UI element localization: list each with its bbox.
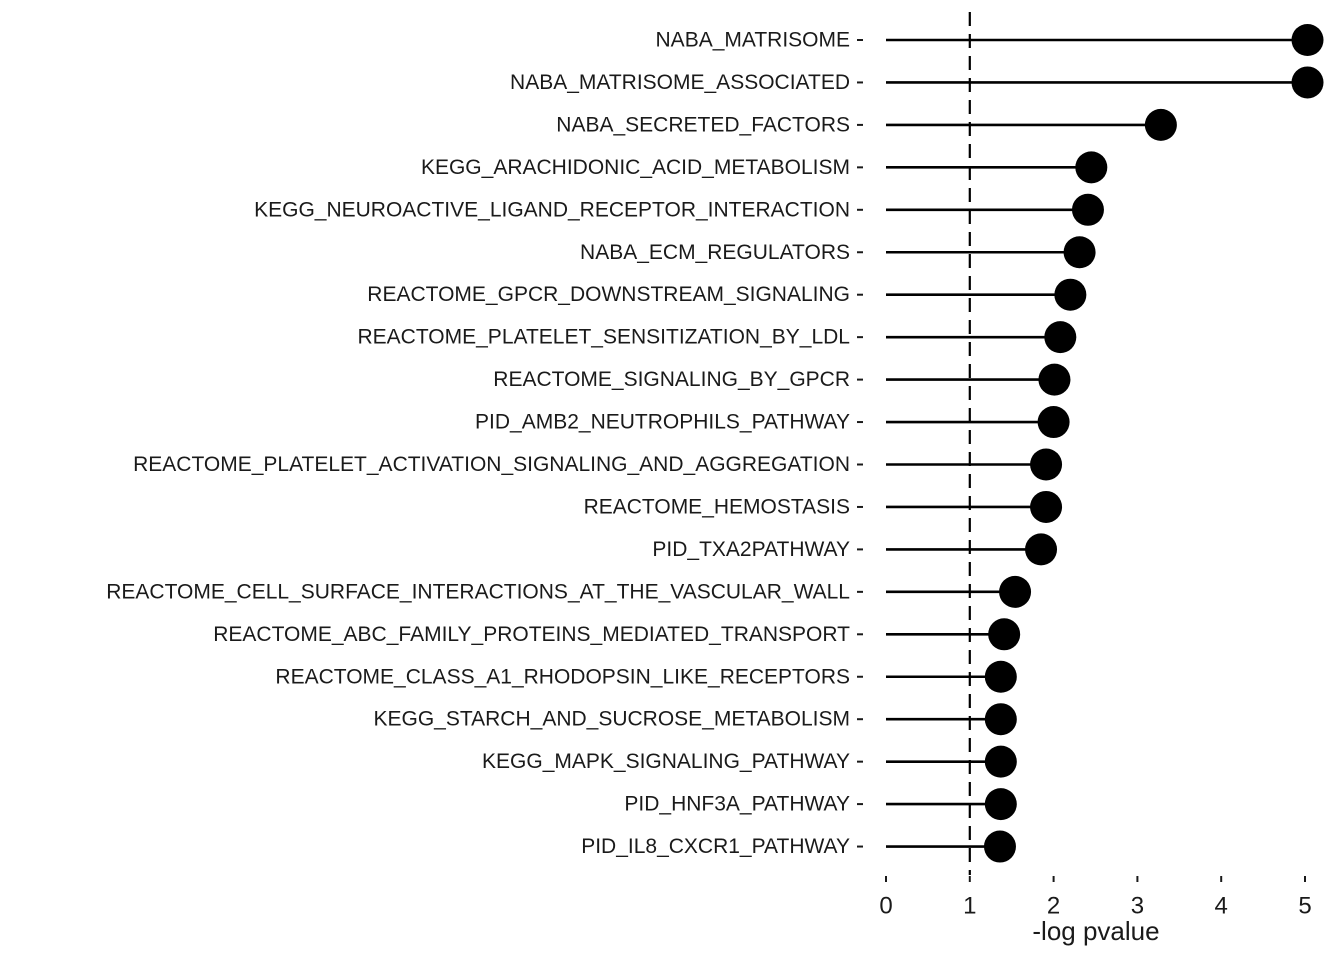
category-label: KEGG_ARACHIDONIC_ACID_METABOLISM	[421, 156, 850, 179]
data-point	[999, 575, 1032, 608]
data-point	[1291, 66, 1324, 99]
category-label: REACTOME_SIGNALING_BY_GPCR	[493, 368, 850, 391]
data-point	[984, 788, 1017, 821]
category-label: REACTOME_CLASS_A1_RHODOPSIN_LIKE_RECEPTO…	[275, 665, 850, 688]
data-point	[988, 618, 1021, 651]
data-point	[1030, 490, 1063, 523]
data-point	[1291, 24, 1324, 56]
y-axis-labels: NABA_MATRISOME NABA_MATRISOME_ASSOCIATED N…	[106, 29, 863, 858]
points-layer	[983, 24, 1324, 863]
x-axis-title: -log pvalue	[1032, 916, 1159, 946]
x-tick-label: 3	[1131, 893, 1144, 920]
category-label: REACTOME_PLATELET_ACTIVATION_SIGNALING_A…	[133, 453, 850, 476]
x-tick-label: 0	[879, 893, 892, 920]
category-label: REACTOME_GPCR_DOWNSTREAM_SIGNALING	[367, 283, 850, 306]
stems-layer	[886, 38, 1308, 848]
data-point	[984, 703, 1017, 736]
data-point	[1075, 151, 1108, 184]
x-tick-label: 5	[1298, 893, 1311, 920]
category-label: PID_TXA2PATHWAY	[652, 538, 850, 561]
category-label: NABA_MATRISOME_ASSOCIATED	[510, 71, 850, 94]
data-point	[983, 830, 1016, 863]
category-label: KEGG_NEUROACTIVE_LIGAND_RECEPTOR_INTERAC…	[254, 198, 850, 221]
category-label: KEGG_MAPK_SIGNALING_PATHWAY	[482, 750, 850, 773]
data-point	[1044, 321, 1077, 354]
category-label: REACTOME_HEMOSTASIS	[584, 495, 850, 518]
category-label: NABA_ECM_REGULATORS	[580, 241, 850, 264]
category-label: REACTOME_CELL_SURFACE_INTERACTIONS_AT_TH…	[106, 580, 850, 603]
category-label: PID_AMB2_NEUTROPHILS_PATHWAY	[475, 411, 850, 434]
data-point	[1038, 363, 1071, 396]
category-label: REACTOME_PLATELET_SENSITIZATION_BY_LDL	[358, 326, 851, 349]
x-axis: 0 1 2 3 4 5	[879, 876, 1312, 920]
data-point	[1054, 278, 1087, 311]
data-point	[1025, 533, 1058, 566]
data-point	[984, 745, 1017, 778]
category-label: PID_IL8_CXCR1_PATHWAY	[581, 835, 850, 858]
data-point	[1063, 236, 1096, 269]
data-point	[1071, 193, 1104, 226]
data-point	[1037, 406, 1070, 439]
data-point	[1144, 108, 1177, 141]
x-tick-label: 4	[1215, 893, 1228, 920]
category-label: PID_HNF3A_PATHWAY	[624, 793, 850, 816]
data-point	[984, 660, 1017, 693]
category-label: NABA_SECRETED_FACTORS	[556, 113, 850, 136]
category-label: REACTOME_ABC_FAMILY_PROTEINS_MEDIATED_TR…	[213, 623, 850, 646]
category-label: KEGG_STARCH_AND_SUCROSE_METABOLISM	[374, 708, 851, 731]
x-tick-label: 2	[1047, 893, 1060, 920]
category-label: NABA_MATRISOME	[656, 29, 850, 52]
data-point	[1030, 448, 1063, 481]
x-tick-label: 1	[963, 893, 976, 920]
